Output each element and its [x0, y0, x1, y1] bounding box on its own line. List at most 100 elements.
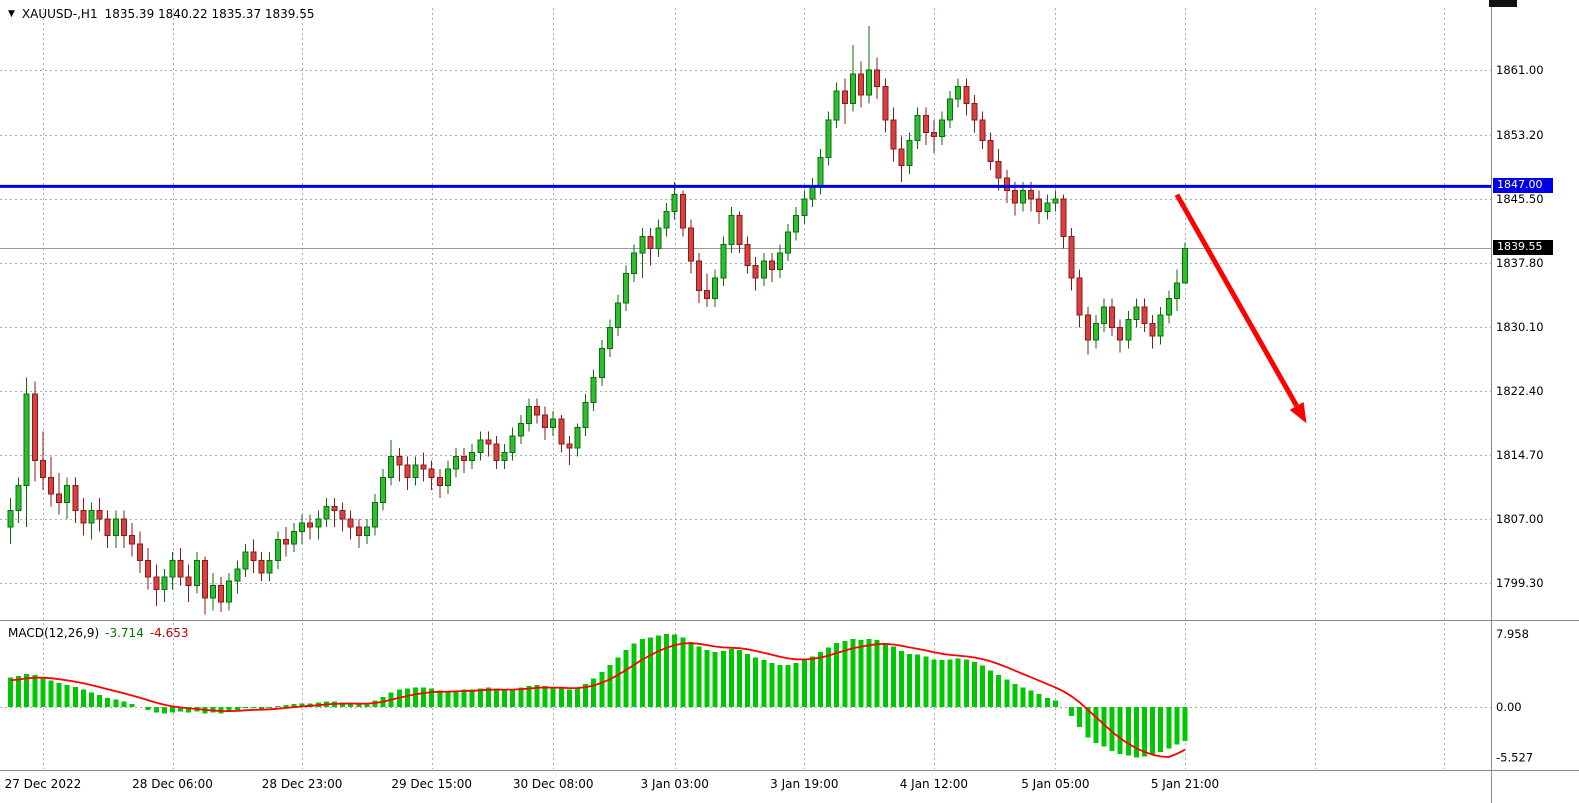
candle	[1060, 198, 1067, 237]
macd-bar	[963, 659, 969, 707]
candle	[874, 69, 881, 88]
time-axis[interactable]: 27 Dec 2022 28 Dec 06:00 28 Dec 23:00 29 De…	[5, 777, 1220, 791]
macd-bar	[769, 662, 775, 707]
candle	[282, 539, 289, 545]
candle	[914, 115, 921, 142]
macd-bar	[1093, 707, 1099, 743]
macd-bar	[583, 684, 589, 707]
candle	[825, 119, 832, 158]
candle	[687, 227, 694, 262]
macd-bar	[809, 656, 815, 707]
candle	[396, 456, 403, 466]
macd-value: -3.714	[105, 626, 144, 640]
candle	[598, 347, 605, 379]
time-axis-label: 5 Jan 05:00	[1021, 777, 1089, 791]
candle	[436, 476, 443, 487]
candle	[453, 456, 459, 470]
candle	[623, 273, 630, 304]
price-axis-tick: 1837.80	[1496, 256, 1544, 270]
macd-bar	[988, 670, 994, 707]
candle	[493, 443, 500, 462]
candle	[760, 260, 767, 279]
candle	[939, 119, 945, 138]
macd-bar	[510, 689, 516, 707]
candle	[890, 119, 897, 150]
candle	[1149, 323, 1156, 337]
candle	[388, 456, 395, 478]
macd-bar	[866, 639, 872, 707]
macd-bar	[1133, 707, 1139, 758]
macd-bar	[745, 653, 751, 707]
candle	[534, 406, 540, 416]
candle	[39, 460, 46, 478]
candle	[201, 559, 208, 599]
price-axis[interactable]: 1861.00 1853.20 1845.50 1837.80 1830.10 1822.…	[1496, 63, 1544, 765]
time-axis-label: 5 Jan 21:00	[1151, 777, 1219, 791]
candle	[412, 464, 419, 478]
macd-bar	[996, 674, 1002, 707]
candle	[906, 140, 913, 167]
macd-bar	[566, 689, 572, 707]
candle	[1133, 306, 1140, 320]
candle	[64, 485, 71, 503]
macd-bar	[1012, 684, 1018, 707]
candle	[777, 252, 783, 271]
candle	[1003, 177, 1010, 192]
macd-bar	[955, 658, 961, 707]
macd-bar	[939, 660, 945, 707]
macd-bar	[437, 690, 443, 707]
candle	[930, 131, 937, 138]
macd-bar	[1158, 707, 1164, 752]
candle	[234, 568, 241, 582]
scrollbar-thumb[interactable]	[1489, 0, 1517, 7]
trend-arrow-object[interactable]	[1174, 193, 1307, 424]
candle	[291, 530, 297, 545]
candle	[355, 526, 362, 537]
macd-bar	[591, 678, 597, 707]
candle	[720, 244, 727, 279]
candle	[849, 73, 856, 104]
macd-bar	[234, 707, 240, 710]
candle	[679, 194, 686, 229]
macd-bar	[97, 695, 103, 707]
macd-bar	[575, 687, 580, 707]
candle	[833, 90, 840, 121]
macd-bar	[56, 683, 62, 707]
candle	[428, 468, 435, 478]
macd-bar	[1150, 707, 1156, 755]
macd-bar	[40, 677, 46, 707]
candle	[477, 439, 484, 453]
candle	[704, 289, 711, 300]
macd-bar	[518, 687, 524, 707]
candle	[88, 510, 95, 524]
price-axis-tick: 1814.70	[1496, 448, 1544, 462]
candle	[898, 148, 905, 167]
candle	[145, 559, 152, 578]
macd-bar	[907, 653, 913, 707]
price-axis-tick: 1830.10	[1496, 320, 1544, 334]
macd-bar	[1004, 679, 1010, 707]
macd-bar	[672, 634, 678, 707]
candle	[590, 377, 597, 404]
macd-bar	[477, 688, 483, 707]
candle	[1173, 282, 1180, 300]
candle	[420, 464, 427, 470]
candle	[752, 264, 759, 279]
macd-bar	[931, 659, 937, 707]
symbol-dropdown-icon[interactable]: ▼	[8, 9, 15, 19]
macd-bar	[874, 640, 880, 707]
candle	[347, 518, 354, 528]
macd-bar	[356, 704, 362, 707]
macd-bar	[834, 642, 840, 707]
candle	[120, 518, 127, 537]
macd-bar	[340, 702, 346, 707]
candle	[1182, 247, 1188, 284]
macd-bar	[485, 687, 491, 707]
macd-bar	[712, 651, 718, 707]
macd-bar	[558, 688, 564, 707]
candle	[274, 539, 281, 561]
candle	[809, 185, 816, 200]
macd-bar	[1036, 694, 1042, 707]
candle	[744, 244, 751, 266]
